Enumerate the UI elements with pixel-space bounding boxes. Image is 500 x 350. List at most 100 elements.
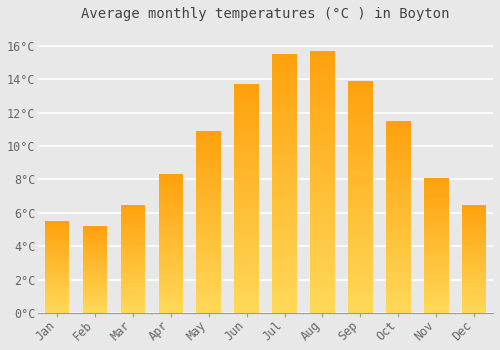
Bar [234,254,259,258]
Bar [196,175,221,178]
Bar [272,137,297,142]
Bar [234,107,259,112]
Title: Average monthly temperatures (°C ) in Boyton: Average monthly temperatures (°C ) in Bo… [82,7,450,21]
Bar [462,289,486,292]
Bar [424,237,448,240]
Bar [45,245,70,247]
Bar [120,226,146,229]
Bar [158,252,183,255]
Bar [386,286,410,290]
Bar [234,93,259,98]
Bar [310,98,335,103]
Bar [424,267,448,270]
Bar [83,265,108,266]
Bar [310,203,335,208]
Bar [120,261,146,263]
Bar [45,304,70,306]
Bar [120,311,146,313]
Bar [45,254,70,256]
Bar [462,239,486,241]
Bar [386,178,410,182]
Bar [310,77,335,82]
Bar [310,276,335,282]
Bar [234,162,259,167]
Bar [158,219,183,222]
Bar [348,90,372,95]
Bar [462,259,486,261]
Bar [348,160,372,164]
Bar [158,208,183,211]
Bar [348,164,372,169]
Bar [120,304,146,307]
Bar [196,270,221,273]
Bar [386,236,410,240]
Bar [120,298,146,300]
Bar [272,168,297,173]
Bar [386,159,410,163]
Bar [83,259,108,261]
Bar [386,175,410,178]
Bar [45,287,70,289]
Bar [386,232,410,236]
Bar [386,298,410,302]
Bar [234,89,259,93]
Bar [272,303,297,308]
Bar [158,266,183,269]
Bar [424,234,448,237]
Bar [272,246,297,251]
Bar [196,291,221,295]
Bar [424,275,448,278]
Bar [234,208,259,212]
Bar [158,288,183,291]
Bar [196,215,221,218]
Bar [158,199,183,202]
Bar [83,280,108,282]
Bar [310,114,335,119]
Bar [158,269,183,272]
Bar [234,286,259,290]
Bar [310,108,335,114]
Bar [196,288,221,291]
Bar [386,229,410,232]
Bar [234,245,259,249]
Bar [196,218,221,222]
Bar [348,244,372,248]
Bar [272,184,297,189]
Bar [83,240,108,242]
Bar [158,213,183,216]
Bar [120,235,146,237]
Bar [196,189,221,193]
Bar [272,75,297,80]
Bar [120,218,146,220]
Bar [45,297,70,299]
Bar [83,272,108,273]
Bar [424,256,448,259]
Bar [83,296,108,298]
Bar [462,246,486,248]
Bar [348,309,372,313]
Bar [386,252,410,255]
Bar [386,202,410,205]
Bar [158,310,183,313]
Bar [196,240,221,244]
Bar [120,300,146,302]
Bar [310,166,335,172]
Bar [45,278,70,280]
Bar [196,226,221,229]
Bar [424,224,448,226]
Bar [83,231,108,233]
Bar [234,180,259,185]
Bar [83,273,108,275]
Bar [45,236,70,238]
Bar [386,225,410,229]
Bar [234,290,259,295]
Bar [83,244,108,245]
Bar [196,131,221,135]
Bar [348,281,372,285]
Bar [272,163,297,168]
Bar [272,54,297,59]
Bar [386,133,410,136]
Bar [272,194,297,199]
Bar [234,304,259,309]
Bar [234,84,259,89]
